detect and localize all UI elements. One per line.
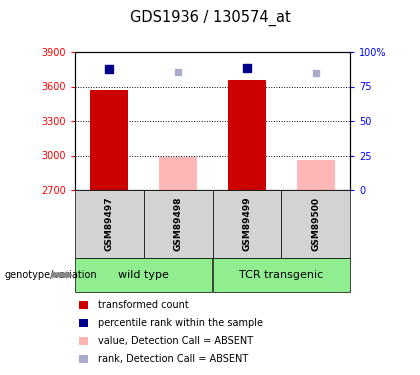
- Text: GSM89500: GSM89500: [311, 197, 320, 251]
- Text: rank, Detection Call = ABSENT: rank, Detection Call = ABSENT: [98, 354, 248, 364]
- Bar: [90, 90, 128, 190]
- Text: percentile rank within the sample: percentile rank within the sample: [98, 318, 263, 328]
- Text: GSM89499: GSM89499: [242, 196, 252, 251]
- Bar: [297, 160, 335, 190]
- Text: GDS1936 / 130574_at: GDS1936 / 130574_at: [130, 9, 290, 26]
- Text: value, Detection Call = ABSENT: value, Detection Call = ABSENT: [98, 336, 253, 346]
- Text: genotype/variation: genotype/variation: [4, 270, 97, 280]
- Text: GSM89497: GSM89497: [105, 196, 114, 251]
- Text: transformed count: transformed count: [98, 300, 189, 310]
- Text: TCR transgenic: TCR transgenic: [239, 270, 323, 280]
- Bar: [159, 157, 197, 190]
- Text: wild type: wild type: [118, 270, 169, 280]
- Text: GSM89498: GSM89498: [173, 197, 183, 251]
- Bar: [228, 80, 266, 190]
